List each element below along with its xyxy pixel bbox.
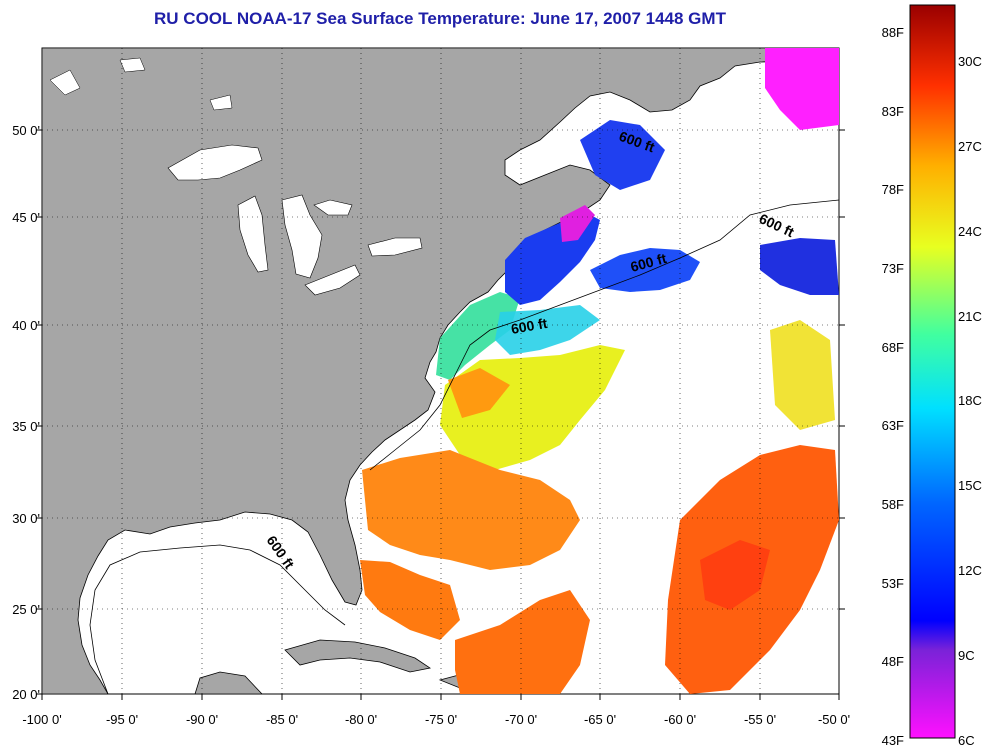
lon-tick-label: -65 0'	[584, 712, 616, 727]
colorbar-c-label: 6C	[958, 733, 975, 748]
map-title: RU COOL NOAA-17 Sea Surface Temperature:…	[154, 9, 726, 28]
sst-maine-magenta	[560, 205, 595, 242]
sst-caribbean-orange	[455, 590, 590, 694]
contour-label-4: 600 ft	[510, 315, 549, 337]
sst-sargasso-orange	[362, 450, 580, 570]
northern-lakes	[49, 57, 233, 111]
lon-tick-label: -55 0'	[744, 712, 776, 727]
colorbar-f-label: 73F	[882, 261, 904, 276]
sst-labrador-blue	[580, 120, 665, 190]
lat-tick-label: 20 0'	[12, 687, 40, 702]
colorbar-c-label: 24C	[958, 224, 982, 239]
sst-florida-orange	[360, 560, 460, 640]
lat-axis: 20 0' 25 0' 30 0' 35 0' 40 0' 45 0' 50 0…	[12, 123, 40, 702]
colorbar-c-label: 27C	[958, 139, 982, 154]
colorbar-f-label: 43F	[882, 733, 904, 748]
colorbar: 88F 83F 78F 73F 68F 63F 58F 53F 48F 43F …	[882, 4, 982, 748]
colorbar-f-label: 68F	[882, 340, 904, 355]
colorbar-f-label: 48F	[882, 654, 904, 669]
colorbar-c-label: 12C	[958, 563, 982, 578]
colorbar-f-label: 58F	[882, 497, 904, 512]
lon-tick-label: -75 0'	[425, 712, 457, 727]
sst-shelf-green	[436, 292, 520, 380]
sst-offshore-yellow	[770, 320, 835, 430]
lat-tick-label: 35 0'	[12, 419, 40, 434]
sst-labrador-magenta	[765, 48, 839, 130]
lon-tick-label: -80 0'	[345, 712, 377, 727]
lon-tick-label: -60 0'	[664, 712, 696, 727]
lon-tick-label: -70 0'	[505, 712, 537, 727]
cuba	[284, 639, 432, 673]
lon-axis: -100 0' -95 0' -90 0' -85 0' -80 0' -75 …	[22, 712, 850, 727]
colorbar-f-label: 83F	[882, 104, 904, 119]
colorbar-f-label: 63F	[882, 418, 904, 433]
lon-tick-label: -100 0'	[22, 712, 61, 727]
colorbar-c-label: 15C	[958, 478, 982, 493]
isobath-600ft	[89, 199, 839, 694]
lat-tick-label: 25 0'	[12, 602, 40, 617]
sst-gulf-stream-orange	[448, 368, 510, 418]
colorbar-c-label: 18C	[958, 393, 982, 408]
lon-tick-label: -90 0'	[186, 712, 218, 727]
colorbar-c-label: 9C	[958, 648, 975, 663]
colorbar-c-label: 30C	[958, 54, 982, 69]
lat-tick-label: 30 0'	[12, 511, 40, 526]
lat-tick-label: 45 0'	[12, 210, 40, 225]
colorbar-f-label: 88F	[882, 25, 904, 40]
colorbar-c-label: 21C	[958, 309, 982, 324]
lon-tick-label: -85 0'	[266, 712, 298, 727]
sst-nova-scotia-blue	[590, 248, 700, 292]
frame-ticks	[36, 129, 845, 700]
yucatan	[194, 671, 263, 694]
lon-tick-label: -95 0'	[106, 712, 138, 727]
sst-east-blue	[760, 238, 839, 295]
colorbar-f-label: 78F	[882, 182, 904, 197]
lon-tick-label: -50 0'	[818, 712, 850, 727]
colorbar-gradient	[909, 4, 956, 739]
great-lakes	[167, 144, 423, 296]
lat-tick-label: 50 0'	[12, 123, 40, 138]
sst-slope-cyan	[495, 305, 600, 355]
sst-offshore-core	[700, 540, 770, 610]
colorbar-f-label: 53F	[882, 576, 904, 591]
lat-tick-label: 40 0'	[12, 318, 40, 333]
